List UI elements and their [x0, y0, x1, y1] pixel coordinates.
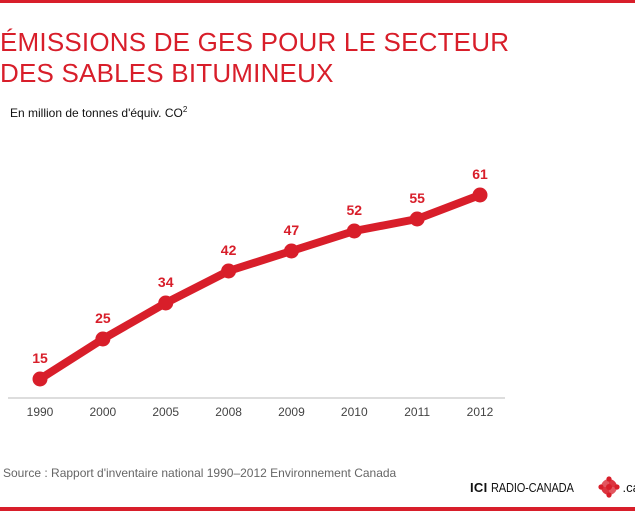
- data-point-2012: [472, 187, 488, 203]
- line-chart: 15 25 34 42 47 52 55 61 1990 2000 2005 2008 2009 201…: [8, 166, 505, 419]
- logo-radio-canada: RADIO-CANADA: [490, 479, 574, 495]
- series-line: [36, 191, 484, 383]
- x-tick-1990: 1990: [27, 405, 54, 419]
- data-label-2008: 42: [221, 242, 237, 258]
- x-tick-2012: 2012: [467, 405, 494, 419]
- data-point-2009: [283, 243, 299, 259]
- chart-title-line-2: DES SABLES BITUMINEUX: [0, 58, 334, 89]
- chart-subtitle: En million de tonnes d'équiv. CO2: [10, 105, 188, 121]
- data-label-1990: 15: [32, 350, 48, 366]
- data-point-2011: [409, 211, 425, 227]
- data-label-2000: 25: [95, 310, 111, 326]
- data-label-2011: 55: [409, 190, 425, 206]
- series-layer: [32, 187, 488, 387]
- data-label-2010: 52: [346, 202, 362, 218]
- data-label-2005: 34: [158, 274, 174, 290]
- chart-title: ÉMISSIONS DE GES POUR LE SECTEUR DES SAB…: [0, 27, 620, 89]
- x-tick-2005: 2005: [152, 405, 179, 419]
- data-label-2012: 61: [472, 166, 488, 182]
- x-tick-labels: 1990 2000 2005 2008 2009 2010 2011 2012: [27, 405, 494, 419]
- x-tick-2011: 2011: [404, 405, 430, 419]
- cbc-gem-icon: [597, 476, 620, 498]
- data-point-2005: [158, 295, 174, 311]
- subtitle-text: En million de tonnes d'équiv. CO: [10, 106, 183, 120]
- x-tick-2000: 2000: [90, 405, 117, 419]
- logo-domain: .ca: [622, 479, 635, 495]
- data-point-2008: [221, 263, 237, 279]
- x-tick-2008: 2008: [215, 405, 242, 419]
- x-tick-2009: 2009: [278, 405, 305, 419]
- data-labels: 15 25 34 42 47 52 55 61: [32, 166, 488, 366]
- radio-canada-logo[interactable]: ICI RADIO-CANADA .ca: [470, 475, 635, 499]
- data-point-2010: [346, 223, 362, 239]
- data-label-2009: 47: [284, 222, 300, 238]
- x-tick-2010: 2010: [341, 405, 368, 419]
- bottom-accent-bar: [0, 507, 635, 511]
- data-point-1990: [32, 371, 48, 387]
- top-accent-bar: [0, 0, 635, 3]
- logo-ici: ICI: [470, 479, 488, 495]
- data-point-2000: [95, 331, 111, 347]
- source-note: Source : Rapport d'inventaire national 1…: [3, 466, 397, 480]
- subtitle-superscript: 2: [182, 105, 188, 114]
- chart-title-line-1: ÉMISSIONS DE GES POUR LE SECTEUR: [0, 27, 510, 58]
